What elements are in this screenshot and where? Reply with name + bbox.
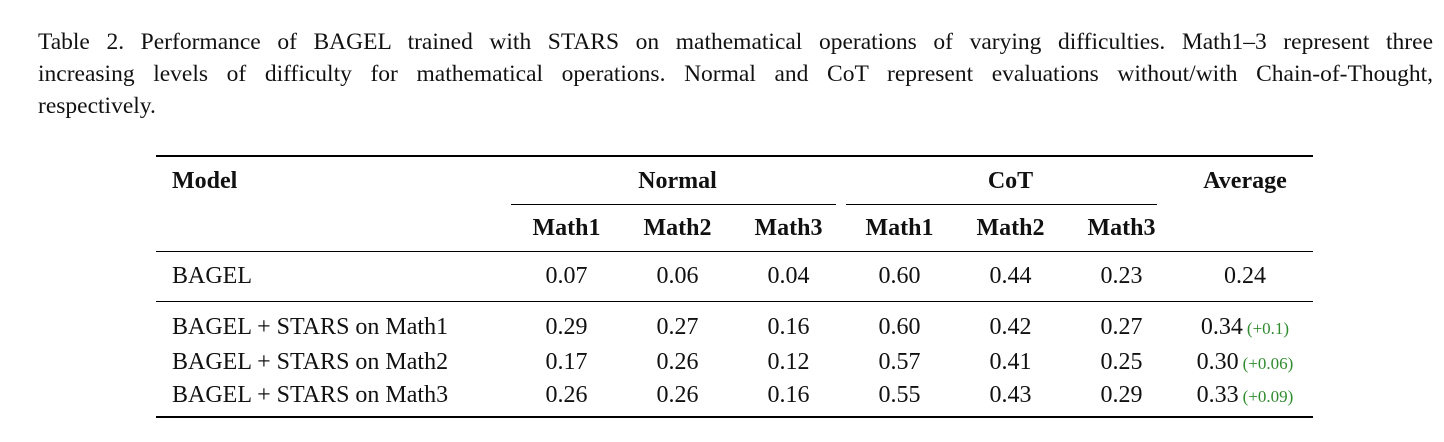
cell-value: 0.43 [989,381,1032,408]
cell-value: 0.44 [989,263,1032,289]
cell-average: 0.34 (+0.1) [1177,302,1313,347]
cell-value: 0.27 [1100,313,1143,340]
cell-value: 0.16 [767,381,810,408]
cell-value: 0.60 [878,263,921,289]
header-normal-math1: Math1 [532,214,601,241]
cell-value: 0.41 [989,348,1032,375]
cot-group-rule [846,204,1157,205]
table-caption: Table 2. Performance of BAGEL trained wi… [38,26,1433,122]
average-value: 0.33 [1196,381,1239,408]
cell-value: 0.04 [767,263,810,289]
cell-value: 0.07 [545,263,588,289]
header-normal-math3: Math3 [754,214,823,241]
cell-average: 0.30 (+0.06) [1177,346,1313,378]
header-cot-math2: Math2 [976,214,1045,241]
cell-value: 0.42 [989,313,1032,340]
header-normal-math2: Math2 [643,214,712,241]
caption-line-2: increasing levels of difficulty for math… [38,61,1433,87]
cell-model: BAGEL + STARS on Math1 [172,313,449,340]
cell-value: 0.27 [656,313,699,340]
cell-model: BAGEL + STARS on Math3 [172,381,449,408]
cell-model: BAGEL + STARS on Math2 [172,348,449,375]
average-delta: (+0.09) [1242,386,1294,406]
cell-value: 0.26 [656,381,699,408]
cell-value: 0.60 [878,313,921,340]
cell-value: 0.26 [656,348,699,375]
header-group-normal: Normal [511,156,844,205]
cell-value: 0.25 [1100,348,1143,375]
header-row-subcols: Math1 Math2 Math3 Math1 Math2 Math3 [156,205,1313,252]
average-value: 0.30 [1196,348,1239,375]
caption-line-3: respectively. [38,93,156,119]
cell-value: 0.23 [1100,263,1143,289]
table-row: BAGEL + STARS on Math3 0.26 0.26 0.16 0.… [156,378,1313,417]
header-row-groups: Model Normal CoT Average [156,156,1313,205]
average-delta: (+0.1) [1246,318,1290,338]
normal-group-rule [511,204,836,205]
cell-value: 0.26 [545,381,588,408]
results-table: Model Normal CoT Average Math1 Math2 Mat… [156,155,1313,418]
header-model: Model [172,167,238,194]
cell-model: BAGEL [172,263,252,289]
cell-value: 0.29 [1100,381,1143,408]
cell-value: 0.57 [878,348,921,375]
cell-value: 0.29 [545,313,588,340]
header-group-cot: CoT [844,156,1177,205]
caption-line-1: Table 2. Performance of BAGEL trained wi… [38,29,1433,55]
average-delta: (+0.06) [1242,353,1294,373]
cell-average: 0.33 (+0.09) [1177,378,1313,417]
cell-value: 0.16 [767,313,810,340]
cell-value: 0.55 [878,381,921,408]
cell-value: 0.12 [767,348,810,375]
header-average: Average [1203,167,1287,194]
cell-value: 0.17 [545,348,588,375]
header-average-spacer [1177,205,1313,252]
header-group-cot-label: CoT [987,167,1034,194]
cell-average: 0.24 [1224,263,1266,289]
header-cot-math3: Math3 [1087,214,1156,241]
cell-value: 0.06 [656,263,699,289]
results-table-container: Model Normal CoT Average Math1 Math2 Mat… [156,155,1313,418]
header-cot-math1: Math1 [865,214,934,241]
table-row: BAGEL + STARS on Math2 0.17 0.26 0.12 0.… [156,346,1313,378]
header-model-spacer [156,205,511,252]
table-row: BAGEL + STARS on Math1 0.29 0.27 0.16 0.… [156,301,1313,347]
header-group-normal-label: Normal [638,167,717,194]
table-row-baseline: BAGEL 0.07 0.06 0.04 0.60 0.44 0.23 0.24 [156,251,1313,302]
average-value: 0.34 [1200,313,1243,340]
